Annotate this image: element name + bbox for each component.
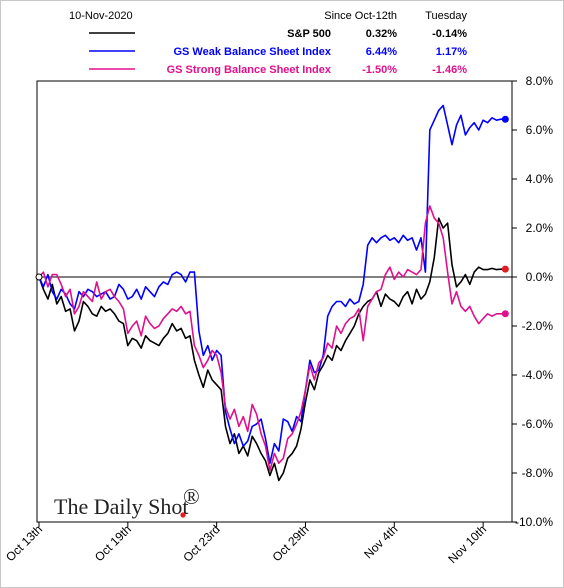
series-start-marker <box>35 273 43 281</box>
x-tick-label: Oct 29th <box>270 522 312 564</box>
series-line <box>38 217 506 482</box>
legend-tuesday-value: -1.46% <box>432 64 467 76</box>
legend-column-tuesday: Tuesday <box>425 10 467 22</box>
legend-tuesday-value: 1.17% <box>436 46 467 58</box>
x-tick-label: Nov 10th <box>445 522 489 566</box>
series-line <box>38 104 506 465</box>
legend-label: GS Weak Balance Sheet Index <box>173 46 331 58</box>
legend-column-since: Since Oct-12th <box>324 10 397 22</box>
x-tick-label: Oct 23rd <box>180 522 222 564</box>
y-tick-label: -8.0% <box>522 466 554 480</box>
legend-label: GS Strong Balance Sheet Index <box>167 64 332 76</box>
plot-area <box>36 80 513 523</box>
daily-shot-logo: The Daily Shot ® <box>54 484 200 519</box>
x-tick-label: Oct 13th <box>3 522 45 564</box>
legend-since-value: 6.44% <box>366 46 397 58</box>
y-tick-label: -4.0% <box>522 368 554 382</box>
x-axis: Oct 13th Oct 19th Oct 23rd Oct 29th Nov 4th N… <box>3 522 489 566</box>
logo-text: The Daily Shot <box>54 494 188 519</box>
y-tick-label: 4.0% <box>526 172 554 186</box>
series-end-marker <box>501 115 509 123</box>
legend-since-value: 0.32% <box>366 28 397 40</box>
logo-reg-mark: ® <box>183 484 200 509</box>
y-tick-label: -6.0% <box>522 417 554 431</box>
y-tick-label: 0.0% <box>526 270 554 284</box>
y-tick-label: -10.0% <box>515 515 553 529</box>
y-axis: 8.0% 6.0% 4.0% 2.0% 0.0% -2.0% -4.0% -6.0% -8.0%… <box>512 74 553 529</box>
series-line <box>38 205 506 472</box>
legend-label: S&P 500 <box>287 28 331 40</box>
x-tick-label: Nov 4th <box>361 522 400 561</box>
y-tick-label: 6.0% <box>526 123 554 137</box>
series-end-marker <box>501 265 509 273</box>
y-tick-label: 8.0% <box>526 74 554 88</box>
legend-tuesday-value: -0.14% <box>432 28 467 40</box>
legend-since-value: -1.50% <box>362 64 397 76</box>
y-tick-label: -2.0% <box>522 319 554 333</box>
legend: S&P 500 0.32% -0.14% GS Weak Balance Sheet … <box>89 28 467 76</box>
legend-date: 10-Nov-2020 <box>69 10 133 22</box>
logo-dot <box>180 512 186 518</box>
x-tick-label: Oct 19th <box>92 522 134 564</box>
series-lines <box>35 104 509 482</box>
series-end-marker <box>501 310 509 318</box>
y-tick-label: 2.0% <box>526 221 554 235</box>
